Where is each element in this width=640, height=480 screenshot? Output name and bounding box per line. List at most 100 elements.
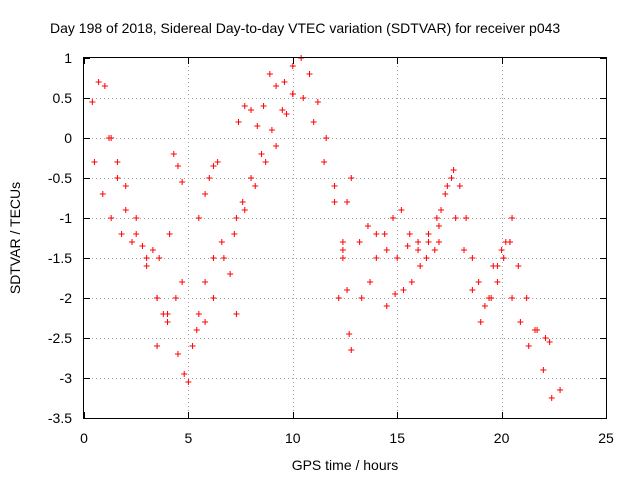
data-point (139, 243, 146, 249)
data-point (227, 271, 234, 277)
data-point (210, 295, 217, 301)
data-point (310, 119, 317, 125)
data-point (99, 191, 106, 197)
scatter-series (189, 239, 240, 349)
data-point (231, 231, 238, 237)
data-point (557, 387, 564, 393)
data-point (95, 79, 102, 85)
data-point (248, 175, 255, 181)
data-point (477, 319, 484, 325)
data-point (193, 327, 200, 333)
data-point (321, 159, 328, 165)
data-point (383, 303, 390, 309)
data-point (281, 79, 288, 85)
y-tick-label: -1.5 (48, 250, 72, 266)
x-tick-label: 15 (389, 430, 405, 446)
data-point (248, 107, 255, 113)
axis-ticks (84, 58, 607, 419)
data-point (498, 247, 505, 253)
data-point (133, 231, 140, 237)
scatter-series (383, 175, 455, 309)
data-point (289, 91, 296, 97)
data-point (172, 295, 179, 301)
chart-title: Day 198 of 2018, Sidereal Day-to-day VTE… (50, 20, 560, 36)
data-point (415, 239, 422, 245)
y-tick-label: 1 (64, 50, 72, 66)
data-point (273, 143, 280, 149)
data-point (548, 395, 555, 401)
data-point (306, 71, 313, 77)
data-points (89, 55, 564, 401)
scatter-series (490, 239, 564, 401)
data-point (91, 159, 98, 165)
scatter-series (358, 207, 442, 301)
data-point (210, 163, 217, 169)
scatter-series (89, 79, 192, 385)
data-point (122, 183, 129, 189)
data-point (174, 163, 181, 169)
data-point (195, 215, 202, 221)
data-point (279, 107, 286, 113)
data-point (509, 295, 516, 301)
data-point (260, 103, 267, 109)
data-point (210, 255, 217, 261)
y-tick-label: -2 (60, 290, 73, 306)
scatter-series (346, 331, 355, 353)
data-point (218, 239, 225, 245)
plot-frame (83, 57, 607, 419)
data-point (174, 351, 181, 357)
data-point (179, 279, 186, 285)
scatter-series (193, 91, 296, 333)
data-point (506, 239, 513, 245)
data-point (185, 379, 192, 385)
data-point (348, 347, 355, 353)
data-point (383, 247, 390, 253)
y-tick-label: 0.5 (53, 90, 73, 106)
data-point (331, 199, 338, 205)
y-tick-label: -1 (60, 210, 73, 226)
data-point (346, 331, 353, 337)
data-point (438, 207, 445, 213)
data-point (106, 135, 113, 141)
data-point (435, 223, 442, 229)
data-point (195, 311, 202, 317)
data-point (339, 247, 346, 253)
scatter-series (452, 215, 516, 325)
data-point (469, 287, 476, 293)
data-point (456, 183, 463, 189)
data-point (523, 295, 530, 301)
data-point (268, 127, 275, 133)
data-point (364, 223, 371, 229)
data-point (381, 231, 388, 237)
data-point (164, 319, 171, 325)
data-point (166, 231, 173, 237)
data-point (433, 215, 440, 221)
x-tick-label: 0 (80, 430, 88, 446)
tick-labels: 0 5 10 15 20 25 1 0.5 0 -0.5 -1 -1.5 -2 -2.5 -3 -3.5 (48, 50, 614, 446)
data-point (114, 159, 121, 165)
data-point (258, 151, 265, 157)
data-point (431, 247, 438, 253)
scatter-series (356, 223, 442, 261)
data-point (486, 295, 493, 301)
y-tick-label: -3.5 (48, 410, 72, 426)
data-point (356, 239, 363, 245)
y-tick-label: -2.5 (48, 330, 72, 346)
x-tick-label: 25 (598, 430, 614, 446)
data-point (252, 183, 259, 189)
data-point (89, 99, 96, 105)
data-point (367, 279, 374, 285)
data-point (400, 287, 407, 293)
data-point (463, 215, 470, 221)
data-point (373, 255, 380, 261)
x-tick-label: 5 (185, 430, 193, 446)
data-point (392, 291, 399, 297)
data-point (122, 207, 129, 213)
data-point (390, 215, 397, 221)
data-point (448, 175, 455, 181)
data-point (202, 319, 209, 325)
data-point (398, 207, 405, 213)
data-point (266, 71, 273, 77)
data-point (101, 83, 108, 89)
scatter-series (438, 167, 513, 309)
